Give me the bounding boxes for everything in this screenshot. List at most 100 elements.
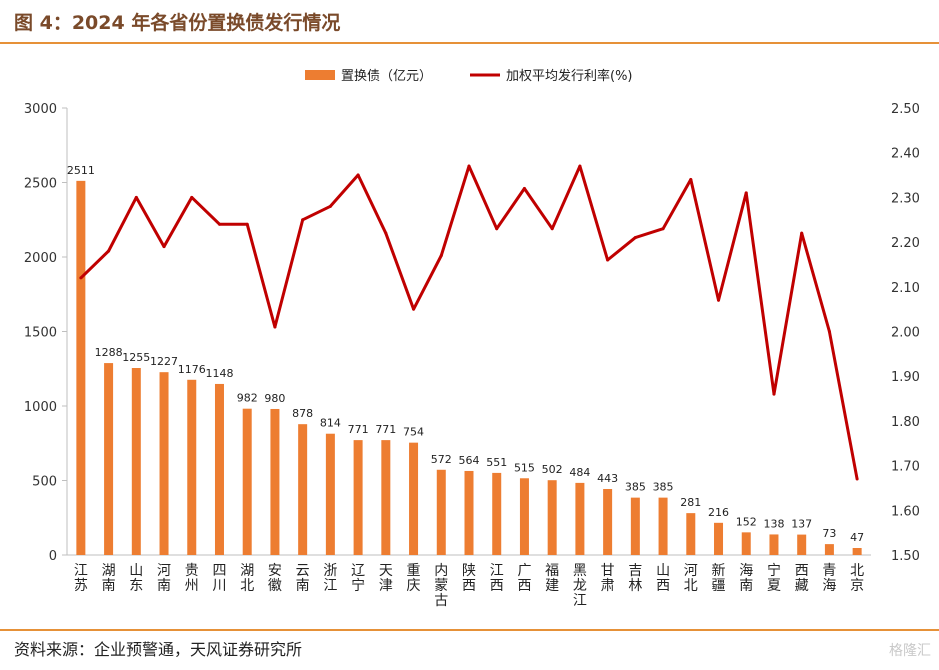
bar xyxy=(492,472,502,555)
rate-point xyxy=(550,227,554,231)
bar xyxy=(270,408,280,555)
x-tick-label: 河 xyxy=(684,563,698,579)
rate-point xyxy=(467,164,471,168)
x-tick-label: 南 xyxy=(739,578,753,594)
bar-value-label: 878 xyxy=(292,407,313,420)
bar-value-label: 137 xyxy=(791,518,812,531)
top-rule xyxy=(0,42,939,44)
x-tick-label: 辽 xyxy=(351,563,365,579)
x-tick-label: 江 xyxy=(74,563,88,579)
y-left-tick-label: 1000 xyxy=(24,400,57,415)
x-tick-label: 新 xyxy=(712,563,726,579)
rate-point xyxy=(827,330,831,333)
bar-value-label: 515 xyxy=(514,461,535,474)
x-tick-label: 徽 xyxy=(268,578,282,594)
x-tick-label: 江 xyxy=(490,563,504,579)
x-tick-label: 龙 xyxy=(573,578,587,594)
x-tick-label: 山 xyxy=(129,563,143,579)
x-tick-label: 川 xyxy=(212,578,226,594)
rate-point xyxy=(162,245,166,249)
rate-point xyxy=(661,227,665,231)
bar xyxy=(131,368,141,555)
bar xyxy=(630,497,640,555)
y-left-tick-label: 500 xyxy=(32,475,57,490)
rate-point xyxy=(79,276,83,280)
bar xyxy=(214,383,224,555)
rate-point xyxy=(217,222,221,226)
bar xyxy=(325,433,335,555)
watermark: 格隆汇 xyxy=(889,643,931,659)
bar xyxy=(519,478,529,555)
bar-value-label: 138 xyxy=(763,517,784,530)
x-tick-label: 西 xyxy=(656,578,670,594)
bar-value-label: 572 xyxy=(431,453,452,466)
y-right-tick-label: 1.90 xyxy=(891,370,920,385)
rate-point xyxy=(744,191,748,195)
legend-bar-swatch xyxy=(305,70,335,80)
x-tick-label: 海 xyxy=(822,578,836,594)
x-labels: 江苏湖南山东河南贵州四川湖北安徽云南浙江辽宁天津重庆内蒙古陕西江西广西福建黑龙江… xyxy=(74,562,864,609)
source-note: 资料来源：企业预警通，天风证券研究所 xyxy=(14,640,303,659)
bar-value-label: 551 xyxy=(486,456,507,469)
bar-value-label: 980 xyxy=(264,392,285,405)
chart-title: 图 4：2024 年各省份置换债发行情况 xyxy=(14,12,341,34)
rate-point xyxy=(495,227,499,231)
x-tick-label: 甘 xyxy=(601,563,615,579)
bar-value-label: 47 xyxy=(850,531,864,544)
x-tick-label: 疆 xyxy=(712,578,726,594)
bar xyxy=(464,470,474,555)
rate-point xyxy=(439,254,443,258)
legend-bar-label: 置换债（亿元） xyxy=(341,69,432,84)
x-tick-label: 宁 xyxy=(351,577,365,594)
y-right-tick-label: 2.10 xyxy=(891,281,920,296)
bar xyxy=(797,534,807,555)
rate-point xyxy=(384,231,388,235)
bar xyxy=(575,482,585,555)
bar xyxy=(159,372,169,555)
x-tick-label: 天 xyxy=(379,563,393,579)
rate-point xyxy=(717,298,721,302)
bars xyxy=(76,180,862,555)
bottom-rule xyxy=(0,629,939,631)
rate-point xyxy=(800,231,804,235)
bar-value-label: 2511 xyxy=(67,164,95,177)
x-tick-label: 林 xyxy=(628,578,642,594)
bar-value-label: 484 xyxy=(569,466,590,479)
bar xyxy=(76,180,86,555)
y-left-tick-label: 3000 xyxy=(24,102,57,117)
bar-value-label: 1288 xyxy=(95,346,123,359)
x-tick-label: 广 xyxy=(517,563,531,579)
bar xyxy=(381,440,391,555)
bar xyxy=(242,408,252,555)
x-tick-label: 苏 xyxy=(74,578,88,594)
x-tick-label: 藏 xyxy=(795,578,809,594)
rate-point xyxy=(356,173,360,177)
x-tick-label: 福 xyxy=(545,563,559,579)
y-right-tick-label: 2.20 xyxy=(891,236,920,251)
bar-value-label: 1176 xyxy=(178,363,206,376)
x-tick-label: 庆 xyxy=(407,578,421,594)
x-tick-label: 西 xyxy=(795,563,809,579)
x-tick-label: 夏 xyxy=(767,578,781,594)
bar-value-label: 385 xyxy=(653,481,674,494)
bar xyxy=(658,497,668,555)
bar xyxy=(547,480,557,555)
bar-value-label: 982 xyxy=(237,392,258,405)
bar-value-label: 216 xyxy=(708,506,729,519)
x-tick-label: 内 xyxy=(434,563,448,579)
x-tick-label: 建 xyxy=(545,578,559,594)
bar xyxy=(436,469,446,555)
x-tick-label: 古 xyxy=(434,593,448,609)
bar-value-label: 443 xyxy=(597,472,618,485)
rate-point xyxy=(689,178,693,182)
axes: 0 500 1000 1500 2000 2500 3000 1.50 1.60 1.70 1.80… xyxy=(24,102,920,564)
bar xyxy=(409,442,419,555)
x-tick-label: 南 xyxy=(296,578,310,594)
bar xyxy=(353,440,363,555)
rate-point xyxy=(855,477,859,481)
bar-value-label: 73 xyxy=(822,527,836,540)
bar-value-label: 281 xyxy=(680,496,701,509)
y-right-tick-label: 2.40 xyxy=(891,147,920,162)
x-tick-label: 津 xyxy=(379,578,393,594)
